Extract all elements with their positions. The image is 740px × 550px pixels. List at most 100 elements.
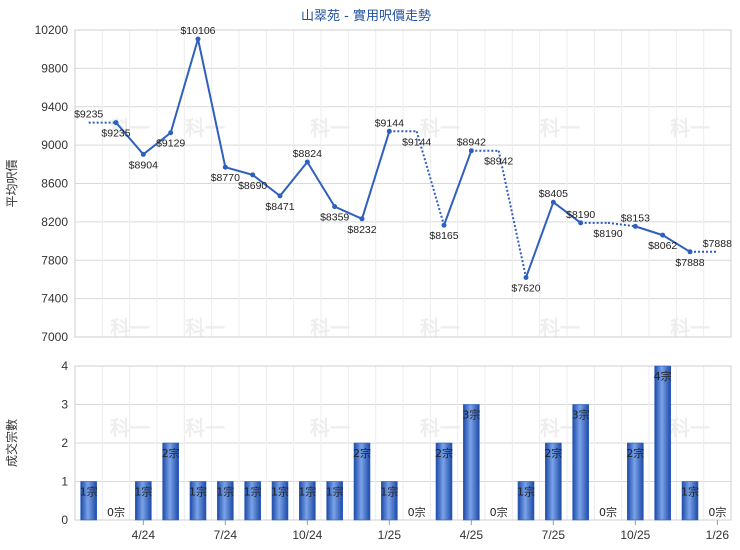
price-y-tick-label: 7000 [41, 330, 68, 344]
price-point [523, 275, 529, 281]
volume-bar [435, 442, 453, 521]
price-point-label: $8190 [566, 209, 595, 221]
x-tick-label: 4/24 [132, 528, 156, 542]
price-line-segment [197, 38, 227, 168]
volume-bar-label: 3宗 [572, 408, 590, 422]
price-line-segment [662, 234, 691, 253]
price-point-label: $8942 [484, 156, 513, 168]
volume-bar [353, 442, 371, 521]
price-line-segment [443, 150, 473, 226]
price-point-label: $9144 [402, 136, 431, 148]
volume-bar [271, 481, 289, 521]
volume-bar-label: 1宗 [134, 485, 152, 499]
x-tick-label: 7/25 [542, 528, 566, 542]
price-point-label: $9235 [74, 109, 103, 121]
price-point [550, 199, 556, 205]
x-axis-ticks: 4/24 7/24 10/24 1/25 4/25 7/25 10/25 1/26 [132, 520, 730, 542]
price-line-segment [252, 174, 281, 197]
volume-bar [517, 481, 535, 521]
watermark-text: 科一 [310, 416, 350, 440]
volume-bar [162, 442, 179, 521]
price-point-label: $8904 [129, 159, 158, 171]
price-y-axis-label: 平均呎價 [5, 159, 19, 207]
volume-bar-label: 0宗 [408, 505, 426, 519]
price-point [332, 204, 338, 210]
volume-bar-label: 0宗 [708, 505, 726, 519]
price-point-label: $8942 [457, 137, 486, 149]
price-y-ticks: 7000 7400 7800 8200 8600 9000 9400 9800 10200 [35, 23, 69, 344]
price-point-label: $8770 [211, 172, 240, 184]
volume-bar [189, 481, 207, 521]
price-y-tick-label: 7400 [41, 292, 68, 306]
volume-bar-label: 1宗 [326, 485, 344, 499]
price-point [441, 222, 447, 228]
price-gridlines [74, 29, 732, 338]
volume-bar [80, 481, 97, 521]
watermark-text: 科一 [420, 416, 460, 440]
price-y-tick-label: 10200 [35, 23, 69, 37]
volume-bar-label: 0宗 [599, 505, 617, 519]
price-point-label: $8405 [539, 188, 568, 200]
volume-bar-label: 2宗 [626, 446, 644, 460]
x-tick-label: 1/26 [706, 528, 730, 542]
price-point-label: $8690 [238, 180, 267, 192]
watermark-text: 科一 [420, 116, 460, 140]
volume-bar-label: 1宗 [681, 485, 699, 499]
volume-bar-label: 1宗 [189, 485, 207, 499]
price-point-label: $9235 [101, 128, 130, 140]
x-tick-label: 7/24 [214, 528, 238, 542]
volume-bar [654, 365, 671, 521]
volume-bar-label: 0宗 [490, 505, 508, 519]
volume-bar-label: 1宗 [244, 485, 262, 499]
price-point [660, 232, 666, 238]
volume-bar-label: 3宗 [462, 408, 480, 422]
price-point [359, 216, 365, 222]
volume-bar-label: 4宗 [654, 369, 672, 383]
price-point [113, 120, 119, 126]
price-point [304, 159, 310, 165]
watermark-text: 科一 [185, 316, 225, 340]
price-y-tick-label: 7800 [41, 253, 68, 267]
price-point-label: $8062 [648, 240, 677, 252]
volume-bar [326, 481, 343, 521]
price-y-tick-label: 8200 [41, 215, 68, 229]
price-point [140, 151, 146, 157]
watermark-text: 科一 [540, 116, 580, 140]
x-tick-label: 10/25 [620, 528, 650, 542]
price-line-segment [115, 121, 145, 155]
price-point [168, 130, 174, 136]
price-line-segment [225, 166, 253, 176]
price-point-label: $8232 [347, 224, 376, 236]
volume-bar-label: 2宗 [544, 446, 562, 460]
price-line-series: $9235 $9235 $8904 $9129 $10106 $8770$8690 $847… [74, 25, 732, 295]
price-line-segment [279, 161, 309, 197]
volume-bar-label: 1宗 [380, 485, 398, 499]
volume-bar [244, 481, 261, 521]
price-point-label: $7888 [703, 238, 732, 250]
volume-y-tick-label: 3 [61, 398, 68, 412]
price-point [222, 164, 228, 170]
price-point-label: $10106 [180, 25, 215, 37]
price-point [277, 193, 283, 199]
price-line-segment [552, 201, 582, 224]
volume-bar-label: 1宗 [271, 485, 289, 499]
volume-bar-label: 2宗 [435, 446, 453, 460]
price-line-segment [142, 131, 172, 156]
volume-y-axis-label: 成交宗數 [4, 419, 19, 467]
price-line-segment [306, 161, 336, 208]
price-point [195, 36, 201, 42]
price-line-segment [361, 131, 391, 220]
price-point [250, 172, 256, 178]
chart-title: 山翠苑 - 實用呎價走勢 [301, 8, 431, 24]
price-point [632, 223, 638, 229]
x-tick-label: 1/25 [378, 528, 402, 542]
price-line-segment-dotted [497, 150, 527, 278]
price-line-segment [635, 225, 663, 237]
price-y-tick-label: 9000 [41, 138, 68, 152]
price-plot-frame [74, 29, 732, 338]
price-line-segment [334, 205, 363, 220]
price-point-label: $7888 [675, 257, 704, 269]
x-tick-label: 4/25 [460, 528, 484, 542]
price-point-label: $9129 [156, 138, 185, 150]
price-point-label: $8824 [293, 148, 322, 160]
